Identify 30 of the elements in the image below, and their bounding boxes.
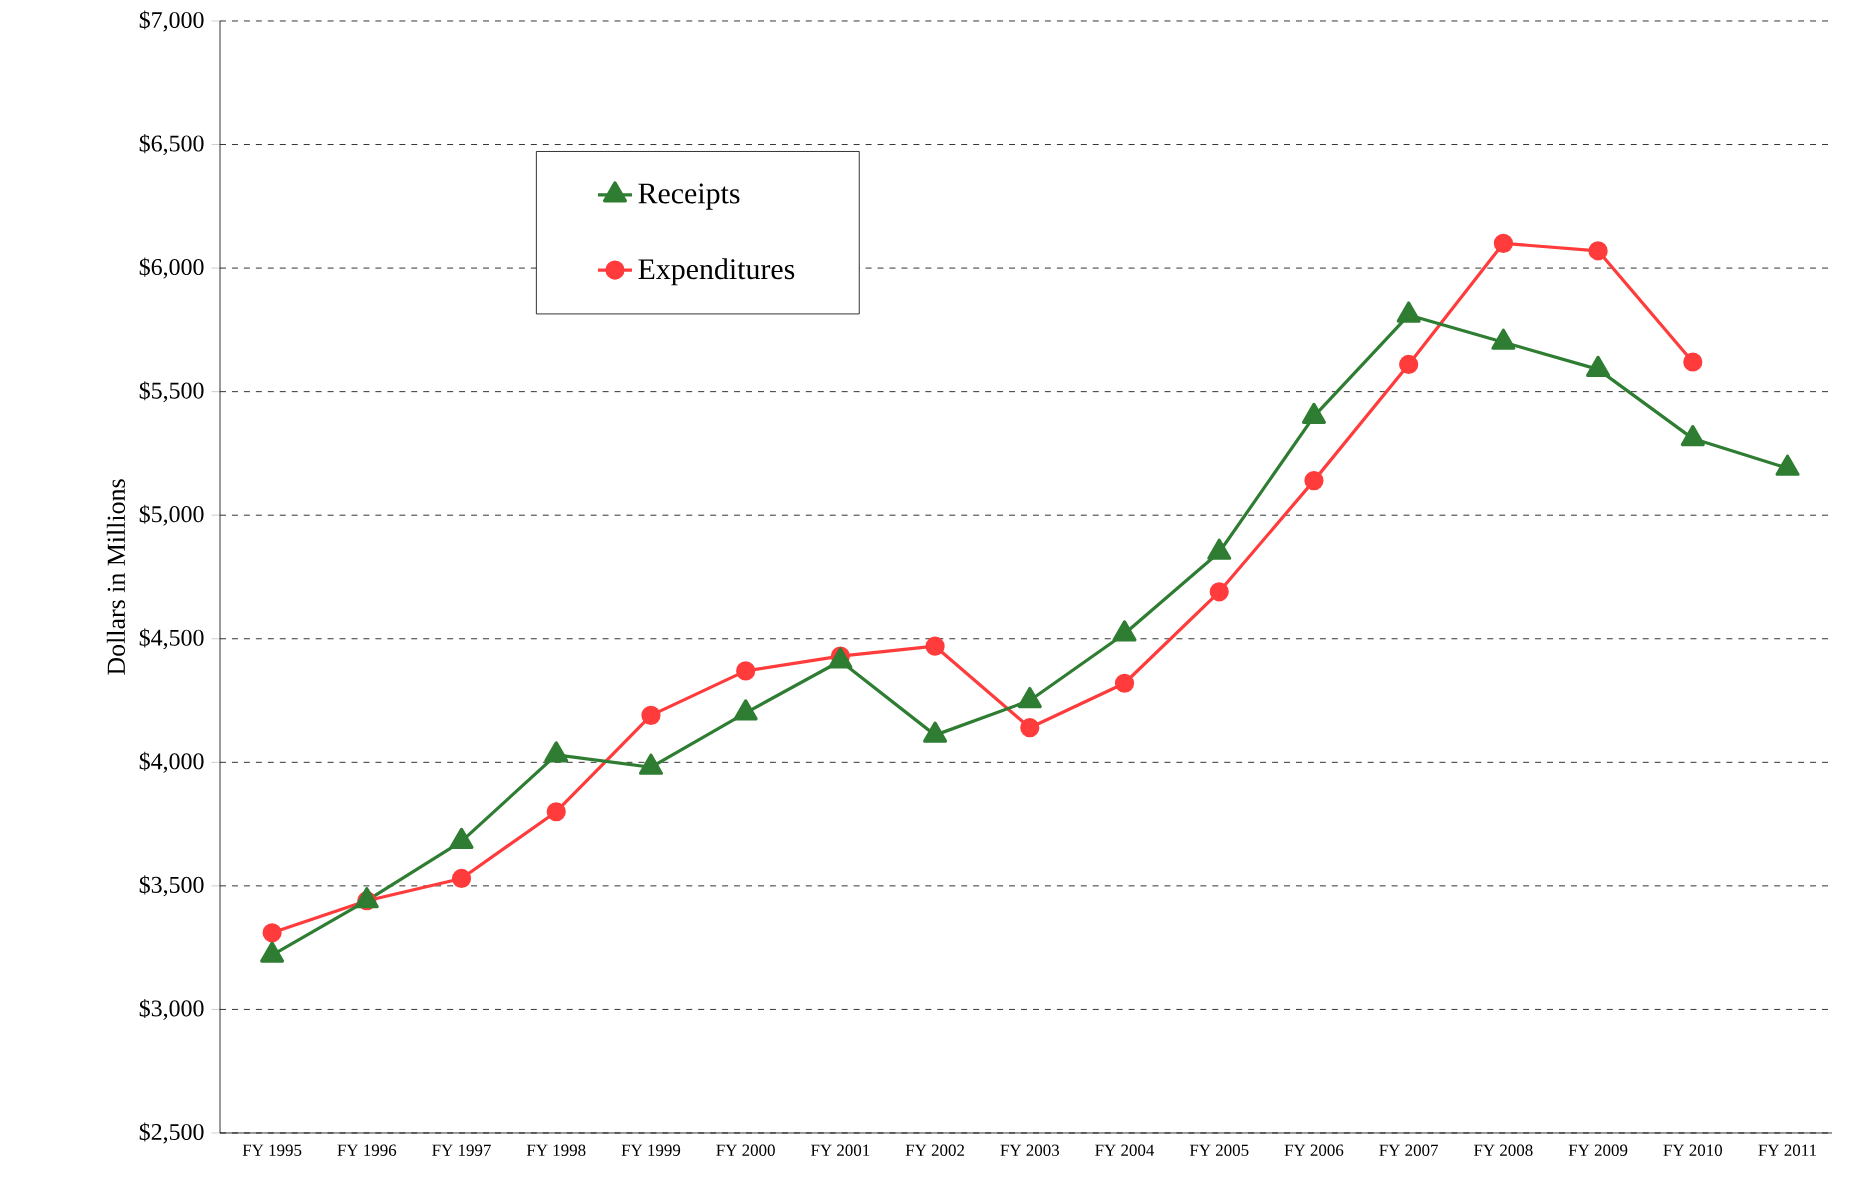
- x-tick-label: FY 2009: [1568, 1144, 1628, 1156]
- y-tick-label: $3,500: [139, 875, 204, 897]
- x-tick-label: FY 2003: [1000, 1144, 1060, 1156]
- y-tick-label: $6,000: [139, 257, 204, 279]
- y-tick-label: $2,500: [139, 1122, 204, 1144]
- x-tick-label: FY 2000: [716, 1144, 775, 1156]
- x-tick-label: FY 2011: [1758, 1144, 1817, 1156]
- x-tick-label: FY 2004: [1095, 1144, 1155, 1156]
- legend-label: Receipts: [638, 183, 740, 210]
- x-tick-label: FY 2002: [905, 1144, 965, 1156]
- y-tick-label: $5,000: [139, 504, 204, 526]
- x-tick-label: FY 1995: [242, 1144, 302, 1156]
- y-tick-label: $3,000: [139, 998, 204, 1020]
- y-tick-label: $6,500: [139, 134, 204, 156]
- x-tick-label: FY 2001: [811, 1144, 870, 1156]
- x-tick-label: FY 1998: [526, 1144, 586, 1156]
- x-tick-label: FY 2010: [1663, 1144, 1723, 1156]
- x-tick-label: FY 2005: [1189, 1144, 1249, 1156]
- y-tick-label: $4,500: [139, 628, 204, 650]
- x-tick-label: FY 1997: [432, 1144, 491, 1156]
- legend-label: Expenditures: [638, 258, 795, 286]
- y-tick-label: $5,500: [139, 381, 204, 403]
- x-tick-label: FY 2006: [1284, 1144, 1344, 1156]
- y-tick-label: $4,000: [139, 751, 204, 773]
- x-tick-label: FY 1996: [337, 1144, 397, 1156]
- x-tick-label: FY 2008: [1474, 1144, 1533, 1156]
- y-axis-title: Dollars in Millions: [106, 479, 126, 675]
- y-tick-label: $7,000: [139, 10, 204, 32]
- x-tick-label: FY 2007: [1379, 1144, 1439, 1156]
- x-tick-label: FY 1999: [621, 1144, 681, 1156]
